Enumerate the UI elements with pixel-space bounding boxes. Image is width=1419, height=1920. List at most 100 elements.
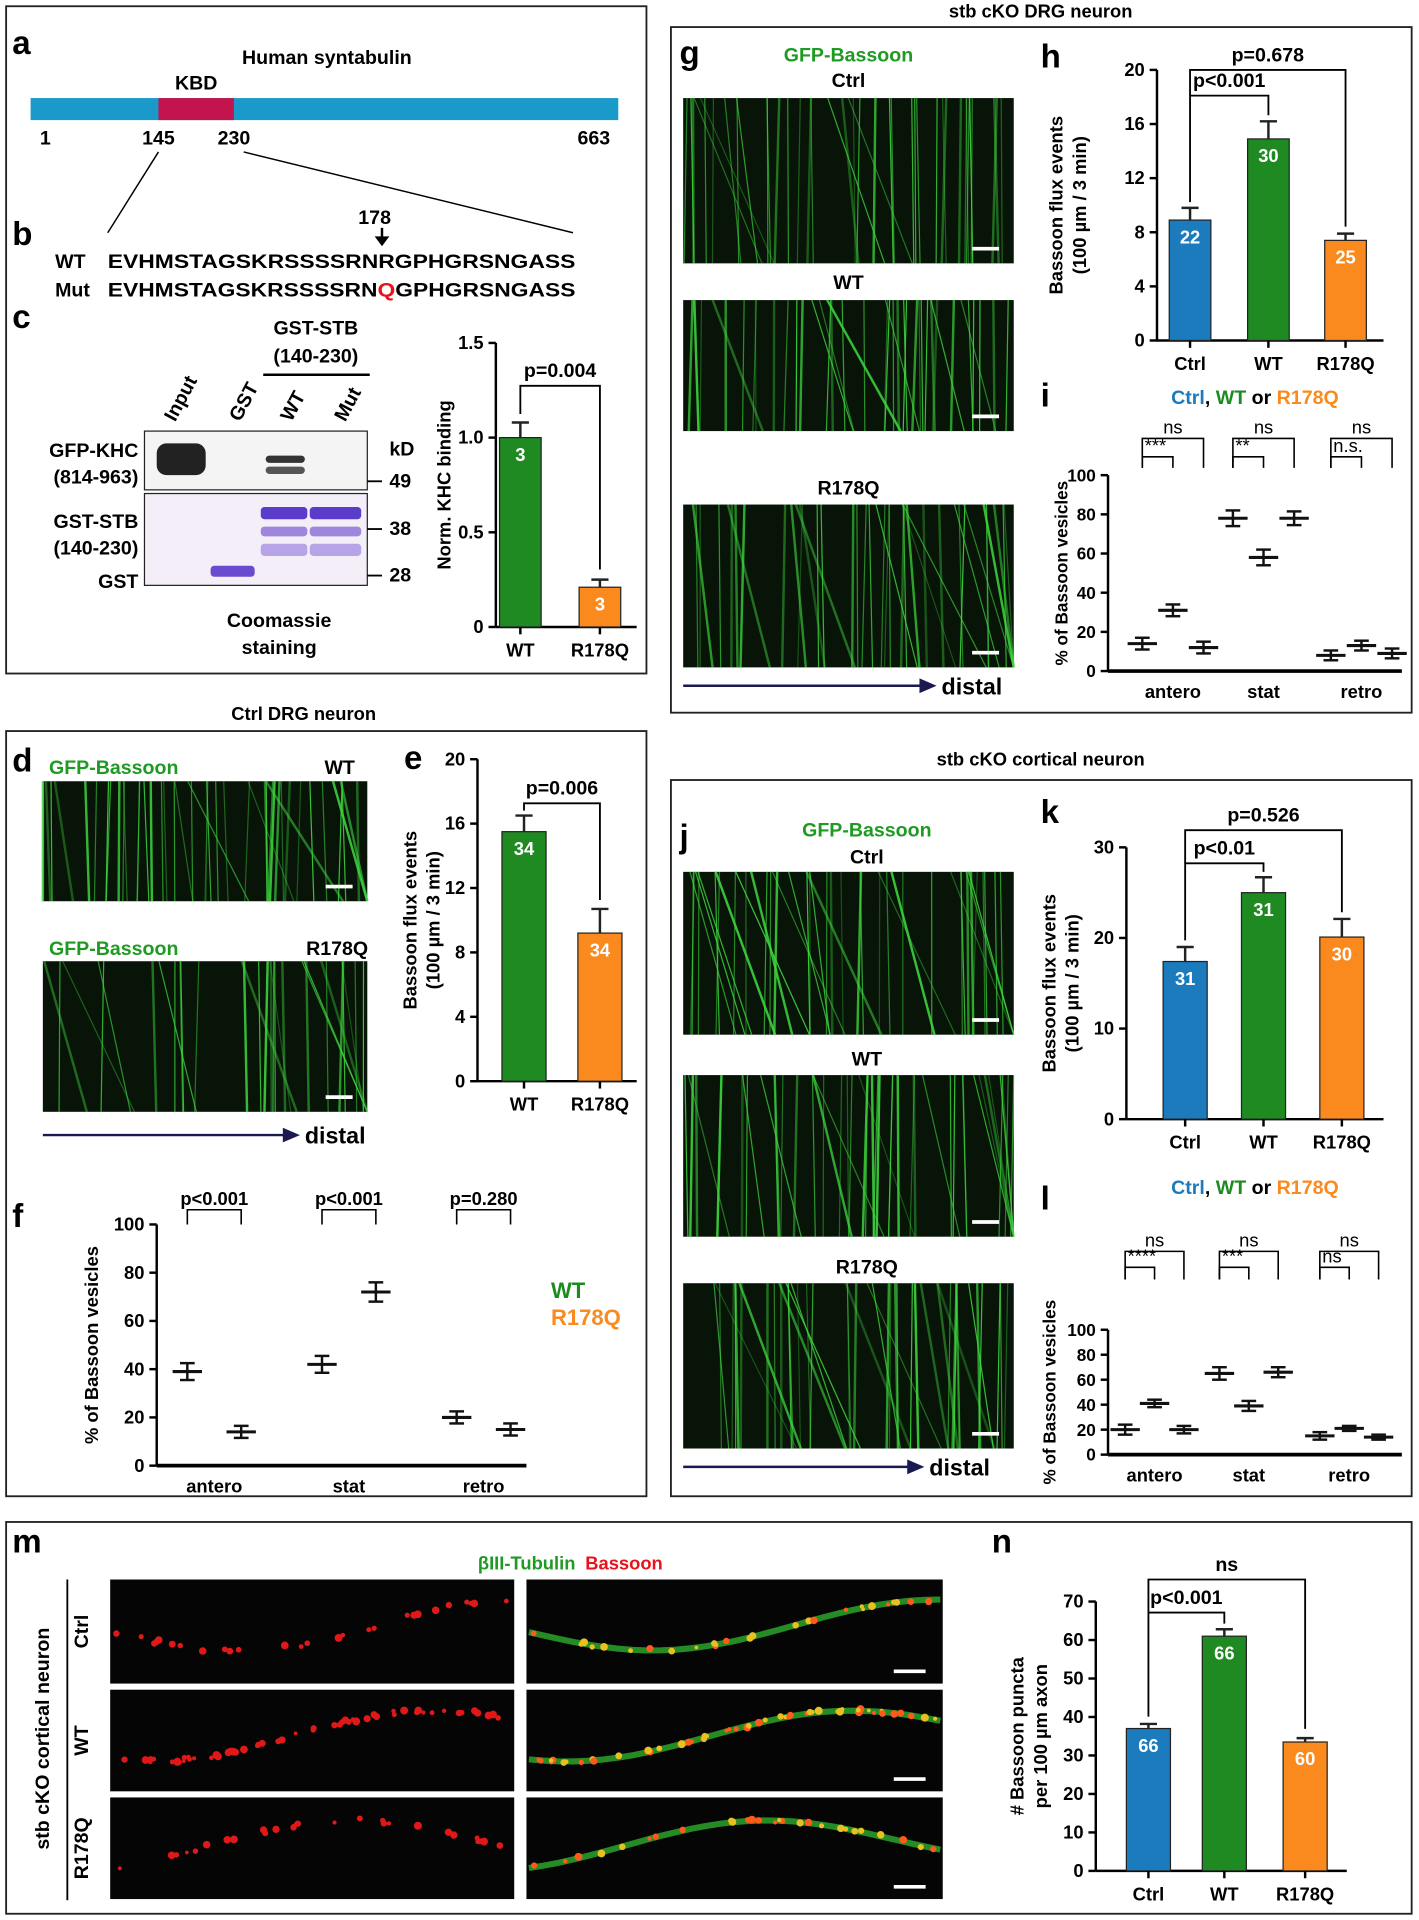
panel-frame [5,5,648,675]
kymo-track [994,871,998,1035]
puncta [762,1717,768,1723]
bracket [186,1208,242,1225]
puncta [679,1826,686,1834]
kymo-track [999,871,1004,1035]
puncta [230,1835,238,1844]
gel-band [309,543,362,556]
bracket [1147,1611,1226,1717]
puncta [471,1707,479,1715]
puncta [414,1706,423,1715]
protein-bar [30,98,619,121]
kymo-track [902,504,987,668]
kymo-track [961,1075,968,1237]
kymo-track [267,781,274,902]
kymo-track [355,781,361,902]
puncta [597,1849,606,1858]
kymo-track [735,97,759,264]
n-label: 66 [1138,1735,1158,1756]
puncta [668,1647,676,1655]
kymo-track [258,961,262,1112]
y-axis-label: (100 µm / 3 min) [1069,136,1090,274]
kymo-track [861,504,867,668]
blot-label: GST-STB [54,511,139,533]
kymo-track [880,504,886,668]
kymo-track [846,1075,850,1237]
image-label: R178Q [817,478,879,500]
section-title: stb cKO cortical neuron [937,748,1145,769]
kymo-track [206,781,212,902]
bar [1201,1635,1247,1872]
bracket [1141,437,1205,468]
puncta [859,1604,864,1609]
puncta [590,1757,598,1765]
puncta [840,1707,845,1712]
puncta [628,1648,633,1654]
kymo-track [973,1074,1015,1237]
panel-label: l [1041,1181,1050,1218]
kymo-track [117,781,121,902]
puncta [886,1602,891,1607]
title: Human syntabulin [242,47,412,69]
kymo-track [62,960,135,1113]
puncta [480,1837,488,1846]
x-tick-label: stat [1232,1465,1265,1486]
kymo-track [985,504,990,668]
kymo-track [884,299,921,432]
image-label: Ctrl [832,70,866,92]
kymo-track [872,98,877,264]
puncta [548,1758,554,1763]
kymo-track [715,871,721,1035]
kymo-track [811,1074,853,1237]
kymo-track [890,871,936,1035]
y-tick-label: 80 [124,1262,144,1283]
x-tick-label: stat [1247,681,1280,702]
arrow-head [919,678,937,694]
kymo-track [339,780,369,902]
kymo-track [194,961,200,1112]
y-tick-label: 20 [1077,622,1096,642]
y-tick-label: 50 [1063,1668,1083,1689]
kymo-track [822,1075,825,1237]
legend-title: Ctrl, WT or R178Q [1171,1177,1339,1199]
kymo-track [713,1283,730,1449]
legend-entry: WT [551,1278,586,1303]
gel-band [309,506,362,520]
y-tick-label: 100 [1067,465,1096,485]
kymo-track [695,504,699,668]
puncta [925,1597,933,1606]
panel-frame [670,26,1413,714]
kymo-track [694,871,746,1035]
panel-label: j [679,818,689,855]
kymo-track [738,1282,803,1449]
kymo-track [773,98,781,264]
x-tick-label: retro [1328,1465,1370,1486]
panel-label: i [1041,378,1050,415]
micrograph [526,1689,943,1792]
legend-entry: , [1205,1177,1216,1199]
kymo-track [795,300,798,432]
row-label: WT [71,1725,93,1755]
puncta [713,1642,719,1647]
comparison-label: p=0.006 [526,778,598,800]
puncta [495,1715,501,1721]
kymo-track [866,1282,942,1449]
marker-label: 49 [389,470,411,492]
kymo-track [325,961,329,1112]
y-tick-label: 20 [1094,927,1114,948]
x-tick-label: Ctrl [1169,1132,1201,1153]
x-tick-label: antero [1126,1465,1182,1486]
kymo-track [858,1074,916,1237]
puncta [214,1752,222,1761]
kymo-track [985,504,989,668]
kymo-track [893,1283,900,1449]
puncta [181,1754,188,1761]
y-tick-label: 0 [1086,661,1096,681]
puncta [917,1843,924,1851]
micrograph [526,1579,943,1684]
y-tick-label: 12 [1124,167,1144,188]
kymo-track [689,1075,695,1237]
panel-label: b [12,216,32,253]
y-tick-label: 20 [445,748,465,769]
y-tick-label: 30 [1063,1745,1083,1766]
kymo-track [741,1075,765,1237]
